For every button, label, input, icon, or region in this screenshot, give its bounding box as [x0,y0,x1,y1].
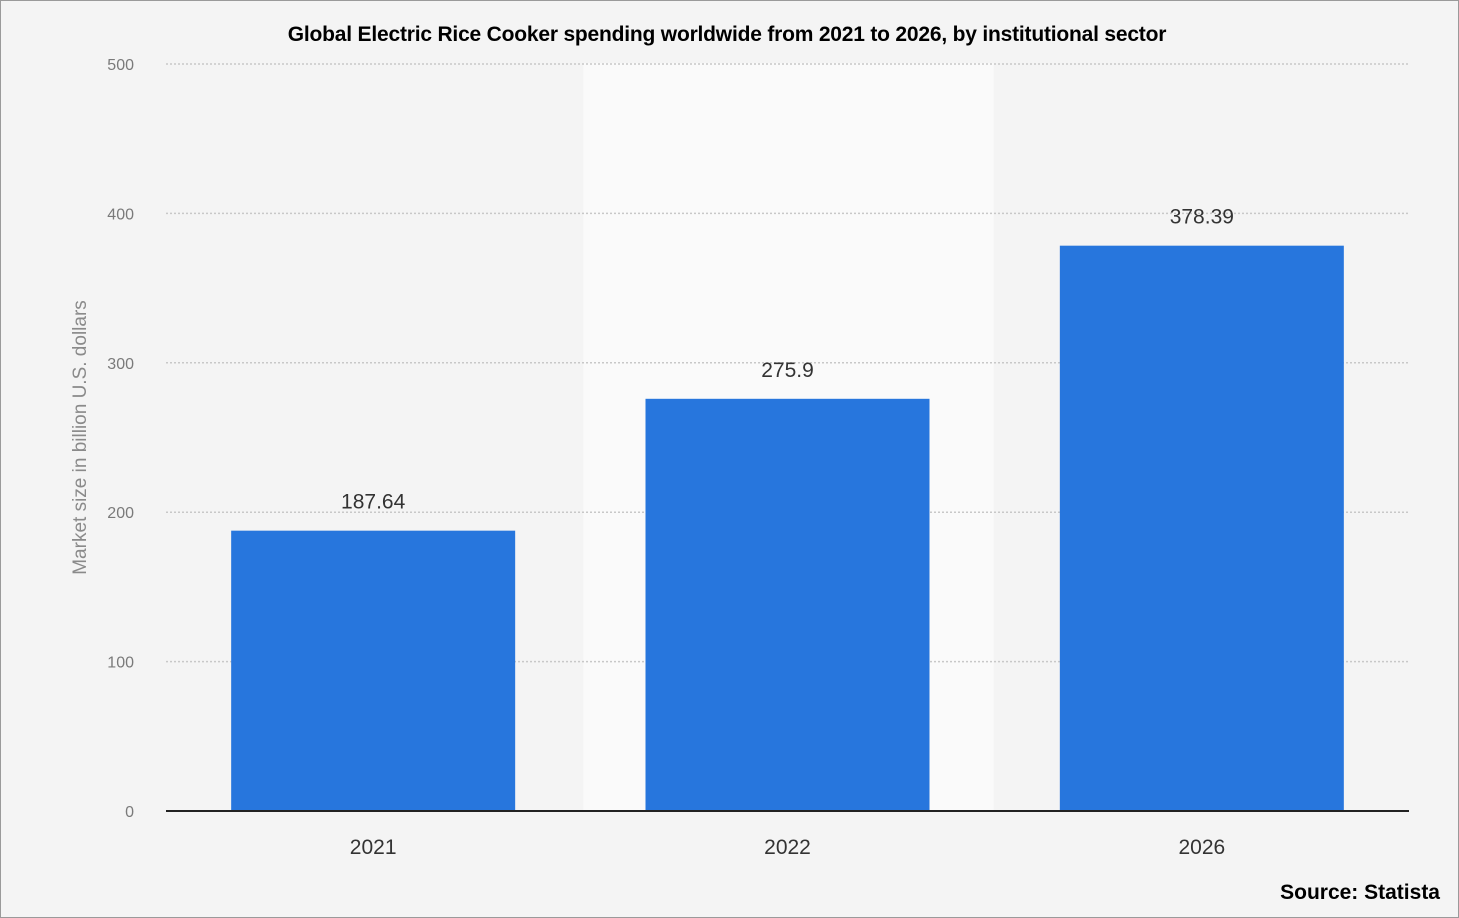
y-axis-label: Market size in billion U.S. dollars [70,300,91,575]
chart-title: Global Electric Rice Cooker spending wor… [287,23,1167,46]
x-tick-label-2026: 2026 [1178,836,1225,859]
y-tick-label: 500 [107,57,134,74]
y-tick-label: 100 [107,655,134,672]
x-tick-label-2021: 2021 [350,836,397,859]
bars [231,245,1344,812]
bar-2026 [1059,245,1344,812]
y-tick-label: 400 [107,206,134,223]
y-tick-label: 0 [125,804,134,821]
x-tick-label-2022: 2022 [764,836,811,859]
data-label-2021: 187.64 [341,491,406,514]
data-label-2022: 275.9 [761,359,814,382]
data-labels: 187.64 275.9 378.39 [341,206,1234,514]
y-tick-label: 200 [107,505,134,522]
source-label: Source: Statista [1280,881,1440,904]
bar-2021 [231,530,516,811]
x-axis-ticks: 2021 2022 2026 [350,836,1225,859]
data-label-2026: 378.39 [1170,206,1234,229]
bar-2022 [645,398,930,811]
y-tick-label: 300 [107,356,134,373]
y-axis-ticks: 0 100 200 300 400 500 [107,57,134,821]
